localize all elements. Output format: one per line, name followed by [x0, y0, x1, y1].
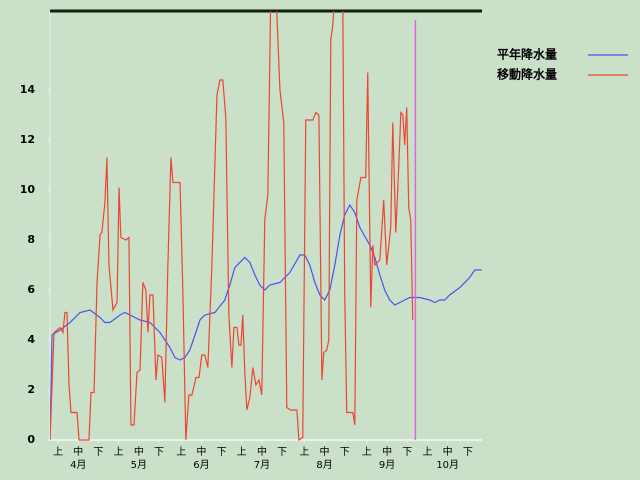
y-tick-label: 0 — [27, 433, 35, 446]
month-label: 10月 — [436, 459, 459, 471]
series-line — [50, 203, 482, 441]
x-tick-label: 中 — [134, 445, 144, 458]
x-tick-label: 上 — [422, 446, 432, 458]
legend-label: 移動降水量 — [497, 67, 557, 82]
x-tick-label: 上 — [362, 446, 372, 458]
month-label: 9月 — [379, 459, 395, 471]
x-tick-label: 上 — [299, 446, 309, 458]
x-tick-label: 上 — [53, 446, 63, 458]
x-tick-label: 下 — [402, 447, 412, 458]
month-label: 5月 — [131, 459, 147, 471]
legend-label: 平年降水量 — [497, 47, 557, 62]
y-tick-label: 12 — [20, 133, 35, 146]
x-tick-label: 下 — [154, 447, 164, 458]
x-tick-label: 下 — [93, 447, 103, 458]
y-tick-label: 8 — [27, 233, 35, 246]
y-tick-label: 14 — [20, 83, 36, 96]
x-tick-label: 上 — [114, 446, 124, 458]
month-label: 6月 — [193, 459, 209, 471]
x-tick-label: 上 — [237, 446, 247, 458]
y-tick-label: 10 — [20, 183, 36, 196]
x-tick-label: 中 — [257, 445, 267, 458]
y-tick-label: 2 — [27, 383, 35, 396]
x-tick-label: 中 — [443, 445, 453, 458]
y-tick-label: 6 — [27, 283, 35, 296]
x-tick-label: 中 — [73, 445, 83, 458]
x-tick-label: 中 — [320, 445, 330, 458]
month-label: 8月 — [316, 459, 332, 471]
month-label: 4月 — [70, 459, 86, 471]
series-line — [50, 11, 414, 442]
x-tick-label: 下 — [340, 447, 350, 458]
x-tick-label: 中 — [382, 445, 392, 458]
x-tick-label: 中 — [196, 445, 206, 458]
x-tick-label: 下 — [463, 447, 473, 458]
y-tick-label: 4 — [27, 333, 35, 346]
x-tick-label: 下 — [277, 447, 287, 458]
month-label: 7月 — [254, 459, 270, 471]
x-tick-label: 下 — [217, 447, 227, 458]
x-tick-label: 上 — [176, 446, 186, 458]
